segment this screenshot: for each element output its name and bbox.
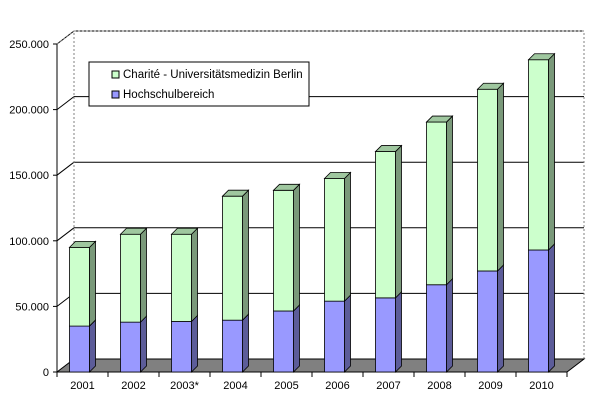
bar-charite-top [323, 172, 352, 179]
bar-charite-top [527, 53, 556, 61]
bar-hochschulbereich-side [242, 313, 249, 373]
legend-swatch-hochschulbereich [111, 90, 120, 99]
bar-charite-side [293, 183, 300, 312]
bar-group [119, 227, 148, 373]
bar-hochschulbereich-side [446, 277, 453, 373]
x-tick-label: 2008 [427, 380, 451, 392]
y-tick-label: 0 [43, 367, 49, 379]
bar-charite [171, 233, 192, 322]
y-tick-label: 100.000 [9, 236, 49, 248]
bar-charite [69, 246, 90, 327]
bar-charite-top [272, 183, 301, 191]
bar-hochschulbereich [477, 270, 498, 373]
legend: Charité - Universitätsmedizin Berlin Hoc… [88, 61, 310, 107]
bar-charite-side [89, 240, 96, 328]
bar-charite-side [140, 227, 147, 324]
legend-label-charite: Charité - Universitätsmedizin Berlin [123, 69, 303, 81]
y-tick-label: 200.000 [9, 105, 49, 117]
x-tick-label: 2004 [223, 380, 247, 392]
bars [68, 52, 556, 373]
bar-hochschulbereich [324, 300, 345, 373]
x-tick-label: 2006 [325, 380, 349, 392]
bar-charite-top [119, 227, 148, 235]
bar-charite-side [548, 52, 555, 251]
legend-label-hochschulbereich: Hochschulbereich [123, 89, 214, 101]
bar-hochschulbereich-side [497, 264, 504, 373]
bar-charite-side [395, 144, 402, 299]
bar-hochschulbereich [120, 321, 141, 373]
legend-box [88, 61, 310, 107]
bar-group [221, 189, 250, 373]
side-wall-line [56, 227, 75, 242]
bar-group [374, 144, 403, 373]
bar-charite [477, 88, 498, 272]
x-tick-label: 2001 [70, 380, 94, 392]
bar-charite-top [476, 82, 505, 90]
x-tick-label: 2009 [478, 380, 502, 392]
bar-charite-side [446, 115, 453, 286]
bar-charite-side [497, 82, 504, 272]
y-axis-labels: 0 50.000 100.000 150.000 200.000 250.000 [9, 39, 49, 379]
bar-hochschulbereich-side [191, 314, 198, 373]
gridlines [56, 30, 585, 359]
bar-charite-side [344, 171, 351, 303]
side-wall-line [56, 161, 75, 176]
bar-hochschulbereich [528, 249, 549, 373]
bar-hochschulbereich [375, 297, 396, 373]
y-tick-label: 50.000 [15, 301, 49, 313]
bar-hochschulbereich-side [89, 319, 96, 373]
bar-group [425, 115, 454, 373]
bar-charite-side [191, 227, 198, 323]
bar-hochschulbereich [426, 284, 447, 373]
bar-hochschulbereich-side [293, 304, 300, 373]
bar-hochschulbereich [222, 319, 243, 373]
y-tick-label: 150.000 [9, 170, 49, 182]
bar-charite [120, 233, 141, 323]
y-tick-label: 250.000 [9, 39, 49, 51]
bar-charite-side [242, 189, 249, 322]
bar-group [68, 240, 97, 373]
bar-charite [222, 195, 243, 321]
bar-hochschulbereich-side [548, 243, 555, 373]
x-tick-label: 2010 [529, 380, 553, 392]
bar-charite-top [221, 189, 250, 197]
bar-hochschulbereich [273, 310, 294, 373]
bar-charite [426, 121, 447, 286]
bar-hochschulbereich [171, 321, 192, 373]
bar-charite-top [425, 115, 454, 123]
bar-group [272, 183, 301, 373]
bar-hochschulbereich-side [344, 294, 351, 373]
bar-hochschulbereich-side [140, 315, 147, 373]
bar-hochschulbereich [69, 325, 90, 373]
x-tick-label: 2007 [376, 380, 400, 392]
bar-charite [528, 59, 549, 251]
x-tick-label: 2005 [274, 380, 298, 392]
side-wall-top-edge [56, 30, 75, 45]
x-axis-labels: 2001 2002 2003* 2004 2005 2006 2007 2008 2009 201… [70, 380, 553, 392]
bar-group [323, 171, 352, 373]
bar-group [170, 227, 199, 373]
x-tick-label: 2003* [170, 380, 199, 392]
legend-swatch-charite [111, 70, 120, 79]
bar-charite [375, 151, 396, 299]
bar-group [476, 82, 505, 373]
bar-charite-top [374, 145, 403, 152]
bar-charite [324, 178, 345, 302]
side-wall-line [56, 96, 75, 110]
bar-charite-top [68, 240, 97, 248]
bar-group [527, 52, 556, 373]
bar-charite-top [170, 227, 199, 235]
x-tick-label: 2002 [121, 380, 145, 392]
bar-hochschulbereich-side [395, 290, 402, 373]
bar-charite [273, 189, 294, 312]
side-wall-line [56, 30, 75, 45]
